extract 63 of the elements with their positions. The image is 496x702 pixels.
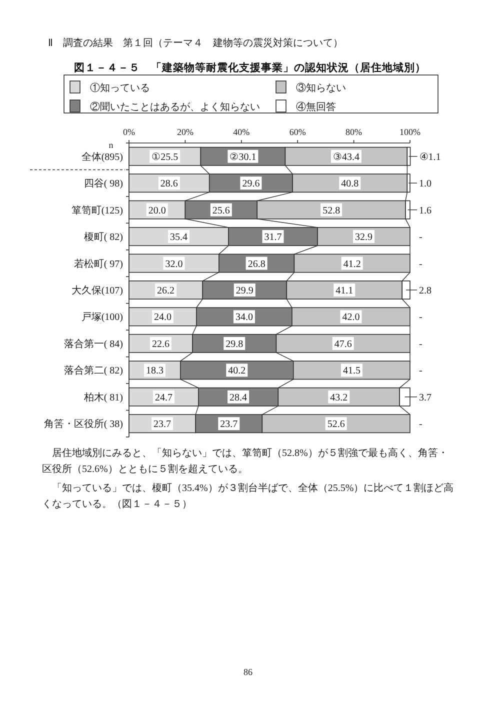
data-label: 18.3	[144, 364, 166, 377]
data-label: 42.0	[340, 310, 362, 324]
data-label: -	[419, 419, 422, 430]
data-label: -	[419, 366, 422, 377]
n-label: n	[108, 140, 114, 150]
data-label: 32.0	[163, 256, 185, 270]
data-label: 41.1	[334, 284, 356, 296]
data-label: 29.8	[224, 336, 246, 350]
page-heading: Ⅱ 調査の結果 第１回（テーマ４ 建物等の震災対策について）	[48, 38, 343, 49]
category-label: 全体(895)	[81, 152, 123, 163]
data-label: 26.2	[155, 284, 177, 296]
data-label: 32.9	[353, 230, 375, 244]
data-label: 29.9	[234, 284, 256, 296]
data-label: -	[419, 232, 422, 244]
legend-label: ④無回答	[296, 102, 336, 113]
legend-label: ①知っている	[90, 83, 150, 94]
tick-label: 20%	[176, 127, 194, 137]
data-label: 52.6	[325, 417, 347, 430]
data-label: 23.7	[152, 417, 174, 430]
category-label: 柏木( 81)	[84, 392, 123, 404]
data-label: 2.8	[419, 286, 432, 296]
data-label: -	[419, 258, 422, 270]
tick-label: 40%	[233, 127, 250, 137]
data-label: 24.0	[152, 310, 174, 324]
body-text: 居住地域別にみると、「知らない」では、箪笥町（52.8%）が５割強で最も高く、角筈・区役所（52.6%）とともに５割を超えている。 「知っている」では、榎町（35.4%）が３割台半ばで、全体（25.5%）に比べて１割ほど高くなっている。（図１－４－５）	[42, 446, 455, 512]
data-label: 35.4	[168, 230, 190, 244]
data-label: ②30.1	[228, 150, 258, 163]
data-label: 23.7	[218, 417, 240, 430]
category-label: 若松町( 97)	[74, 258, 123, 270]
legend-label: ③知らない	[296, 83, 346, 94]
page-number: 86	[244, 667, 252, 677]
category-label: 落合第一( 84)	[64, 338, 123, 350]
category-label: 四谷( 98)	[84, 178, 123, 190]
data-label: 28.4	[228, 390, 250, 404]
data-label: ④1.1	[419, 152, 441, 163]
data-label: -	[419, 338, 422, 350]
data-label: 29.6	[240, 176, 262, 190]
tick-label: 100%	[400, 127, 420, 137]
data-label: 1.6	[419, 205, 432, 216]
data-label: 28.6	[158, 176, 180, 190]
data-label: 40.2	[226, 364, 248, 377]
data-label: 34.0	[233, 310, 255, 324]
data-label: 52.8	[320, 203, 342, 216]
legend-label: ②聞いたことはあるが、よく知らない	[90, 102, 260, 113]
data-label: 41.5	[340, 364, 362, 377]
category-label: 榎町( 82)	[84, 232, 123, 244]
category-label: 箪笥町(125)	[71, 205, 123, 216]
data-label: 3.7	[419, 392, 432, 404]
data-label: 40.8	[339, 176, 361, 190]
category-label: 角筈・区役所( 38)	[44, 419, 123, 430]
category-label: 戸塚(100)	[81, 312, 123, 324]
tick-label: 80%	[346, 127, 362, 137]
data-label: 22.6	[150, 336, 172, 350]
data-label: -	[419, 312, 422, 324]
data-label: 43.2	[328, 390, 350, 404]
title: 図１－４－５ 「建築物等耐震化支援事業」の認知状況（居住地域別）	[74, 62, 426, 74]
category-label: 落合第二( 82)	[64, 366, 123, 377]
data-label: 1.0	[419, 178, 432, 190]
tick-label: 0%	[123, 127, 135, 137]
data-label: ①25.5	[150, 150, 180, 163]
category-label: 大久保(107)	[71, 286, 123, 296]
tick-label: 60%	[289, 127, 306, 137]
data-label: 31.7	[262, 230, 284, 244]
